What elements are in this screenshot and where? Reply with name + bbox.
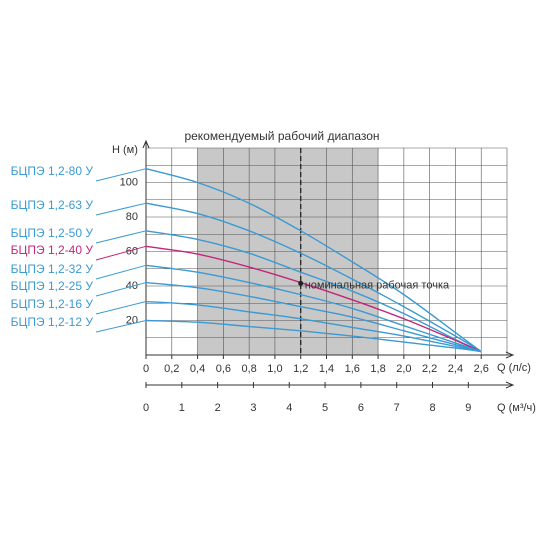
curve [145, 264, 482, 353]
x-axis-label: Q (л/с) [497, 362, 531, 374]
x2-tick-label: 5 [322, 402, 328, 414]
x2-tick-label: 6 [358, 402, 364, 414]
legend-label: БЦПЭ 1,2-32 У [11, 262, 94, 276]
x-tick-label: 2,4 [448, 363, 463, 375]
x-tick-label: 1,2 [293, 363, 308, 375]
chart-title: рекомендуемый рабочий диапазон [184, 129, 379, 143]
x2-tick-label: 1 [179, 402, 185, 414]
x2-tick-label: 0 [143, 402, 149, 414]
x-tick-label: 1,0 [267, 363, 282, 375]
curve [145, 245, 482, 353]
curve [145, 168, 482, 353]
x-tick-label: 0,8 [241, 363, 256, 375]
legend-connector [95, 264, 147, 280]
curve [145, 300, 482, 353]
y-axis [142, 139, 150, 355]
x2-tick-label: 2 [215, 402, 221, 414]
nominal-point-label: номинальная рабочая точка [305, 279, 450, 291]
x-tick-label: 0 [143, 363, 149, 375]
legend-connector [95, 168, 147, 182]
legend-connector [95, 301, 147, 315]
x-tick-label: 1,6 [345, 363, 360, 375]
y-tick-label: 100 [120, 176, 138, 188]
x-tick-label: 0,2 [164, 363, 179, 375]
legend-label: БЦПЭ 1,2-12 У [11, 315, 94, 329]
x2-tick-label: 4 [286, 402, 292, 414]
y-axis-label: Н (м) [112, 144, 138, 156]
nominal-point [298, 280, 304, 286]
x-tick-label: 2,0 [396, 363, 411, 375]
legend-connector [95, 202, 147, 216]
curve [145, 230, 482, 353]
x-tick-label: 0,6 [216, 363, 231, 375]
y-tick-label: 60 [126, 245, 138, 257]
x-tick-label: 0,4 [190, 363, 205, 375]
x2-axis-label: Q (м³/ч) [497, 402, 536, 414]
legend-label: БЦПЭ 1,2-80 У [11, 164, 94, 178]
curve [145, 202, 482, 353]
legend-connector [95, 282, 147, 297]
x-tick-label: 1,8 [370, 363, 385, 375]
legend-label: БЦПЭ 1,2-16 У [11, 297, 94, 311]
legend-connector [95, 245, 147, 261]
x-axis [146, 351, 515, 359]
legend-label: БЦПЭ 1,2-50 У [11, 226, 94, 240]
x2-tick-label: 7 [394, 402, 400, 414]
y-tick-label: 80 [126, 211, 138, 223]
x2-tick-label: 8 [429, 402, 435, 414]
x-tick-label: 2,2 [422, 363, 437, 375]
curve [145, 319, 482, 353]
x2-tick-label: 9 [465, 402, 471, 414]
x2-axis [146, 381, 515, 389]
legend-label: БЦПЭ 1,2-25 У [11, 279, 94, 293]
legend-connector [95, 320, 147, 333]
x2-tick-label: 3 [250, 402, 256, 414]
legend-connector [95, 230, 147, 244]
x-tick-label: 2,6 [474, 363, 489, 375]
legend-label: БЦПЭ 1,2-40 У [11, 243, 94, 257]
curve [145, 281, 482, 353]
legend-label: БЦПЭ 1,2-63 У [11, 198, 94, 212]
x-tick-label: 1,4 [319, 363, 334, 375]
